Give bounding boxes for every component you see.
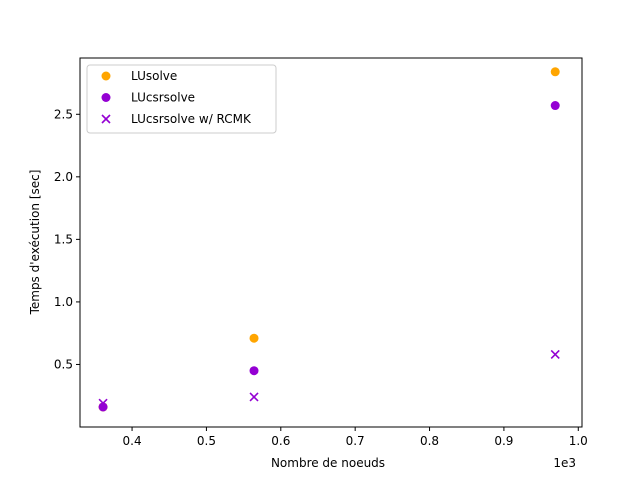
y-tick-label: 1.0 [54, 295, 73, 309]
legend-marker [101, 71, 111, 81]
x-tick-label: 0.4 [123, 434, 142, 448]
y-tick-label: 0.5 [54, 357, 73, 371]
x-tick-label: 0.8 [420, 434, 439, 448]
x-axis-offset-label: 1e3 [553, 456, 576, 470]
data-point-cross [550, 349, 560, 360]
legend-label: LUcsrsolve [131, 91, 195, 105]
x-tick-label: 0.6 [271, 434, 290, 448]
data-point-cross [249, 392, 259, 402]
data-point-circle [550, 101, 560, 111]
legend-label: LUcsrsolve w/ RCMK [131, 112, 252, 126]
y-axis-ticks: 0.5 1.0 1.5 2.0 2.5 [54, 107, 80, 371]
legend-frame [86, 64, 277, 134]
data-point-circle [550, 67, 560, 77]
y-tick-label: 2.0 [54, 170, 73, 184]
data-point-circle [249, 366, 259, 376]
x-tick-label: 0.9 [494, 434, 513, 448]
x-tick-label: 0.5 [197, 434, 216, 448]
plot-marks [98, 67, 560, 412]
plot-frame [79, 57, 583, 428]
legend-marker [101, 93, 111, 102]
legend-marker [101, 114, 111, 124]
x-tick-label: 1.0 [569, 434, 588, 448]
legend-label: LUsolve [131, 69, 177, 83]
legend: LUsolve LUcsrsolve LUcsrsolve w/ RCMK [86, 64, 277, 134]
y-tick-label: 2.5 [54, 107, 73, 121]
y-tick-label: 1.5 [54, 232, 73, 246]
data-point-cross [98, 398, 108, 408]
x-axis-ticks: 0.4 0.5 0.6 0.7 0.8 0.9 1.0 [123, 427, 588, 448]
y-axis-label: Temps d'exécution [sec] [28, 170, 42, 316]
x-axis-label: Nombre de noeuds [271, 456, 385, 470]
x-tick-label: 0.7 [346, 434, 365, 448]
data-point-circle [249, 333, 259, 343]
